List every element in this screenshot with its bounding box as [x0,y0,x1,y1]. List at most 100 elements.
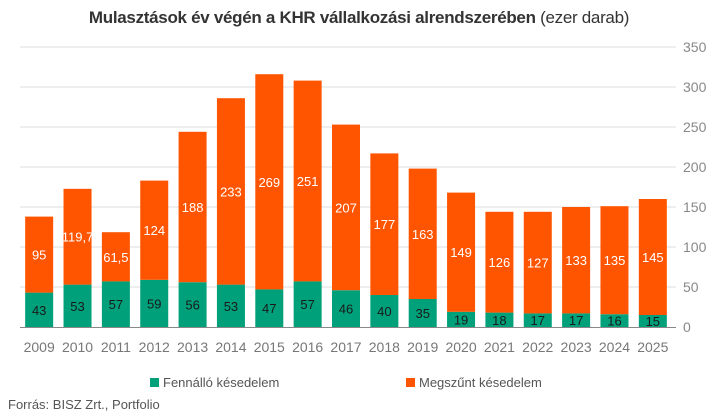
legend-item-fennallo[interactable]: Fennálló késedelem [150,375,279,390]
data-label: 17 [531,313,545,328]
bar-segment-fennallo [562,313,591,327]
data-label: 61,5 [103,250,128,265]
legend-item-megszunt[interactable]: Megszűnt késedelem [406,375,542,390]
bar-segment-fennallo [600,314,629,327]
y-tick-label: 250 [683,119,707,135]
bar-segment-megszunt [178,131,207,283]
bar-segment-fennallo [255,289,284,327]
data-label: 16 [607,314,621,329]
data-label: 17 [569,313,583,328]
bar-segment-megszunt [140,180,169,280]
x-tick-label: 2022 [522,339,553,355]
data-label: 126 [489,255,511,270]
legend-swatch-fennallo [150,378,159,387]
bar-segment-fennallo [293,281,322,327]
y-tick-label: 100 [683,239,707,255]
bar-segment-fennallo [408,299,437,327]
bar-segment-fennallo [485,312,514,327]
y-tick-label: 50 [683,279,699,295]
bar-segment-megszunt [447,192,476,312]
x-axis-ticks: 2009 2010 2011 2012 2013 2014 2015 2016 2017 2018… [24,339,669,355]
data-labels: 43 95 53 119,7 57 61,5 59 124 56 188 53 233 47 269 57 2… [32,174,664,329]
x-tick-label: 2009 [24,339,55,355]
data-label: 149 [450,245,472,260]
bar-segment-fennallo [140,279,169,327]
bar-segment-fennallo [523,313,552,327]
data-label: 46 [339,302,353,317]
data-label: 251 [297,174,319,189]
bar-segment-megszunt [523,211,552,314]
data-label: 119,7 [62,230,94,245]
bar-segment-megszunt [485,211,514,313]
data-label: 135 [604,253,626,268]
chart-title: Mulasztások év végén a KHR vállalkozási … [0,8,718,28]
y-tick-label: 350 [683,39,707,55]
data-label: 127 [527,256,549,271]
bar-segment-megszunt [408,168,437,299]
bar-segment-megszunt [370,153,399,295]
x-tick-label: 2024 [599,339,630,355]
legend-swatch-megszunt [406,378,415,387]
legend-label-fennallo: Fennálló késedelem [163,375,280,390]
bar-segment-fennallo [178,282,207,327]
data-label: 57 [300,297,314,312]
bars [25,74,667,327]
y-axis-ticks: 0 50 100 150 200 250 300 350 [683,39,707,335]
data-label: 19 [454,312,468,327]
legend-label-megszunt: Megszűnt késedelem [419,375,542,390]
x-tick-label: 2015 [254,339,285,355]
data-label: 233 [220,184,242,199]
bar-segment-fennallo [101,281,130,327]
data-label: 53 [224,299,238,314]
data-label: 59 [147,296,161,311]
y-tick-label: 0 [683,319,691,335]
data-label: 15 [646,314,660,329]
data-label: 145 [642,250,664,265]
y-tick-label: 200 [683,159,707,175]
bar-segment-megszunt [293,80,322,282]
bar-segment-fennallo [638,315,667,327]
bar-segment-megszunt [101,232,130,282]
bar-segment-fennallo [332,290,360,327]
data-label: 269 [258,175,280,190]
y-tick-label: 150 [683,199,707,215]
data-label: 207 [335,200,357,215]
source-text: BISZ Zrt., Portfolio [52,397,160,412]
x-tick-label: 2014 [215,339,246,355]
data-label: 43 [32,303,46,318]
x-tick-label: 2010 [62,339,93,355]
bar-segment-megszunt [600,206,629,315]
data-label: 95 [32,248,46,263]
bar-segment-megszunt [638,199,667,315]
x-tick-label: 2012 [139,339,170,355]
x-tick-label: 2023 [561,339,592,355]
data-label: 177 [374,217,396,232]
y-tick-label: 300 [683,79,707,95]
source-label: Forrás: [8,397,50,412]
bar-segment-megszunt [255,74,284,290]
bar-segment-fennallo [370,295,399,327]
x-tick-label: 2019 [407,339,438,355]
bar-segment-fennallo [447,311,476,327]
data-label: 57 [109,297,123,312]
x-tick-label: 2021 [484,339,515,355]
data-label: 124 [143,223,165,238]
bar-segment-fennallo [63,284,92,327]
data-label: 188 [182,200,204,215]
x-tick-label: 2017 [330,339,361,355]
chart-title-main: Mulasztások év végén a KHR vállalkozási … [88,8,536,27]
bar-segment-megszunt [216,98,245,285]
data-label: 35 [415,306,429,321]
chart-subtitle: (ezer darab) [540,8,630,27]
data-label: 18 [492,313,506,328]
data-label: 163 [412,227,434,242]
data-label: 56 [185,298,199,313]
bar-segment-megszunt [332,124,360,291]
data-label: 40 [377,304,391,319]
x-tick-label: 2016 [292,339,323,355]
data-label: 47 [262,301,276,316]
bar-segment-fennallo [25,292,54,327]
bar-segment-fennallo [216,284,245,327]
data-label: 133 [565,253,587,268]
x-tick-label: 2025 [637,339,668,355]
